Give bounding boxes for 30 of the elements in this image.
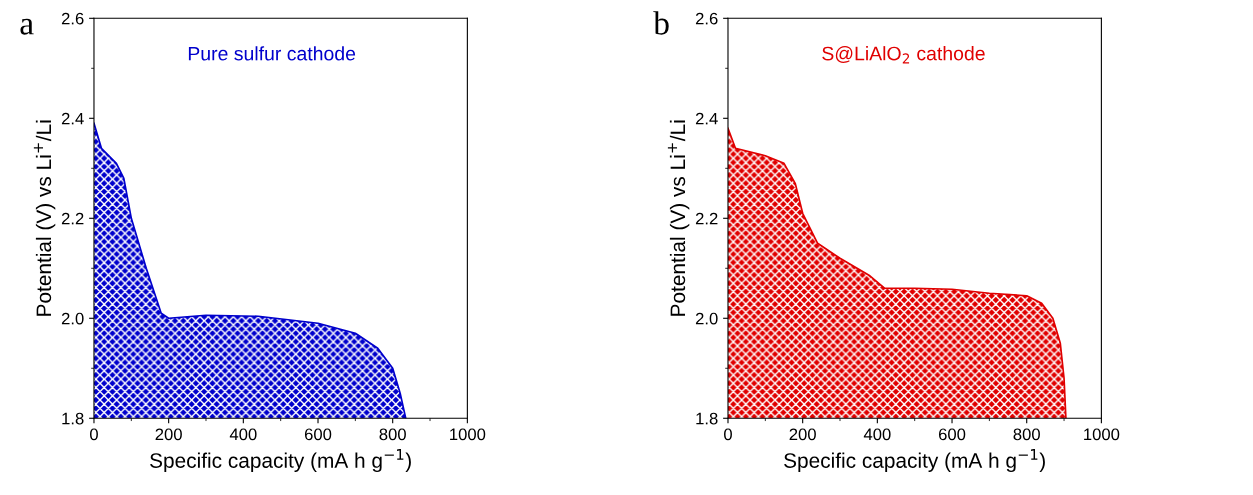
x-tick-label: 400: [229, 428, 257, 441]
y-tick-label: 1.8: [62, 412, 84, 425]
y-tick-label: 2.4: [695, 112, 718, 125]
x-tick-label: 200: [789, 428, 816, 441]
text: a: [20, 18, 34, 35]
x-tick-label: 200: [155, 428, 182, 441]
x-tick-label: 0: [724, 428, 732, 441]
x-axis-title: Specific capacity (mA h g$^{−1}$): [784, 449, 1045, 473]
x-tick-label: 800: [379, 428, 406, 441]
text: Pure sulfur cathode: [188, 46, 356, 61]
y-tick-label: 2.6: [61, 12, 84, 25]
y-tick-label: 2.2: [695, 212, 718, 225]
text: S@LiAlO$_{2}$ cathode: [822, 46, 985, 64]
y-tick-label: 2.4: [61, 112, 84, 125]
y-tick-label: 2.0: [695, 312, 718, 325]
x-tick-label: 600: [938, 428, 966, 441]
x-tick-label: 0: [89, 428, 98, 441]
x-axis-title: Specific capacity (mA h g$^{−1}$): [150, 449, 411, 473]
y-tick-label: 1.8: [696, 412, 718, 425]
x-tick-label: 800: [1013, 428, 1040, 441]
x-tick-label: 1000: [1084, 428, 1120, 441]
x-tick-label: 1000: [450, 428, 486, 441]
y-axis-title: Potential (V) vs Li$^{+}$/Li: [33, 120, 56, 316]
y-tick-label: 2.2: [61, 212, 84, 225]
y-tick-label: 2.6: [695, 12, 718, 25]
x-tick-label: 600: [304, 428, 332, 441]
x-tick-label: 400: [863, 428, 891, 441]
y-axis-title: Potential (V) vs Li$^{+}$/Li: [667, 120, 690, 316]
y-tick-label: 2.0: [61, 312, 84, 325]
text: b: [653, 11, 669, 35]
